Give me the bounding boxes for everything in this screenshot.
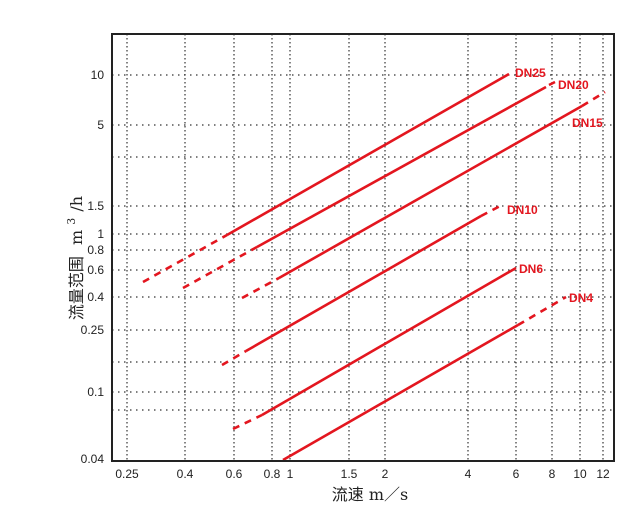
series-label-dn25: DN25 bbox=[515, 66, 546, 80]
dashed-segment bbox=[221, 349, 247, 367]
svg-text:流量范围 m 3 /h: 流量范围 m 3 /h bbox=[60, 196, 86, 320]
x-tick-label: 0.6 bbox=[226, 467, 243, 481]
series-dn4 bbox=[282, 295, 567, 462]
solid-segment bbox=[278, 104, 583, 280]
y-axis-title-unit: m bbox=[67, 230, 86, 245]
x-tick-label: 6 bbox=[513, 467, 520, 481]
y-tick-label: 0.8 bbox=[87, 243, 104, 257]
series-label-dn20: DN20 bbox=[558, 78, 589, 92]
y-tick-label: 1.5 bbox=[87, 199, 104, 213]
series-dn20 bbox=[182, 80, 556, 290]
x-tick-label: 10 bbox=[573, 467, 587, 481]
y-axis-title-sup: 3 bbox=[65, 218, 78, 225]
dashed-segment bbox=[517, 295, 567, 327]
series-label-dn15: DN15 bbox=[572, 116, 603, 130]
dashed-segment bbox=[548, 80, 556, 87]
y-tick-label: 0.6 bbox=[87, 263, 104, 277]
x-tick-label: 0.25 bbox=[115, 467, 139, 481]
dashed-segment bbox=[232, 413, 263, 431]
y-tick-label: 1 bbox=[97, 227, 104, 241]
x-axis-title: 流速 m／s bbox=[332, 485, 408, 504]
y-axis-ticks: 10 5 1.5 1 0.8 0.6 0.4 0.25 0.1 0.04 bbox=[81, 68, 105, 466]
x-tick-label: 4 bbox=[465, 467, 472, 481]
solid-segment bbox=[282, 323, 519, 462]
x-axis-ticks: 0.25 0.4 0.6 0.8 1 1.5 2 4 6 8 10 12 bbox=[115, 467, 610, 481]
solid-segment bbox=[226, 72, 510, 237]
series-dn6 bbox=[232, 266, 517, 431]
dashed-segment bbox=[581, 90, 606, 108]
y-tick-label: 10 bbox=[91, 68, 105, 82]
dashed-segment bbox=[480, 203, 503, 218]
x-tick-label: 12 bbox=[596, 467, 610, 481]
series-label-dn6: DN6 bbox=[519, 262, 543, 276]
x-tick-label: 2 bbox=[382, 467, 389, 481]
y-tick-label: 0.1 bbox=[87, 385, 104, 399]
solid-segment bbox=[245, 214, 482, 353]
series-label-dn4: DN4 bbox=[569, 291, 593, 305]
x-tick-label: 0.8 bbox=[264, 467, 281, 481]
y-tick-label: 0.25 bbox=[81, 323, 105, 337]
plot-frame bbox=[111, 33, 615, 462]
y-axis-title-cn: 流量范围 bbox=[67, 256, 86, 320]
y-tick-label: 5 bbox=[97, 118, 104, 132]
y-axis-title-tail: /h bbox=[67, 196, 86, 212]
x-tick-label: 1.5 bbox=[341, 467, 358, 481]
y-axis-title: 流量范围 m 3 /h bbox=[60, 196, 86, 320]
series-dn15 bbox=[241, 90, 606, 300]
y-tick-label: 0.4 bbox=[87, 290, 104, 304]
dashed-segment bbox=[241, 276, 280, 300]
series-dn25 bbox=[142, 72, 510, 284]
series-label-dn10: DN10 bbox=[507, 203, 538, 217]
x-tick-label: 1 bbox=[287, 467, 294, 481]
solid-segment bbox=[256, 85, 547, 249]
x-tick-label: 0.4 bbox=[177, 467, 194, 481]
solid-segment bbox=[261, 266, 517, 417]
dashed-segment bbox=[142, 233, 228, 284]
series-labels: DN25 DN20 DN15 DN10 DN6 DN4 bbox=[507, 66, 603, 305]
series-dn10 bbox=[221, 203, 503, 367]
grid-lines bbox=[112, 34, 614, 461]
y-tick-label: 0.04 bbox=[81, 452, 105, 466]
dashed-segment bbox=[182, 245, 258, 290]
x-tick-label: 8 bbox=[549, 467, 556, 481]
series-lines bbox=[142, 72, 606, 462]
